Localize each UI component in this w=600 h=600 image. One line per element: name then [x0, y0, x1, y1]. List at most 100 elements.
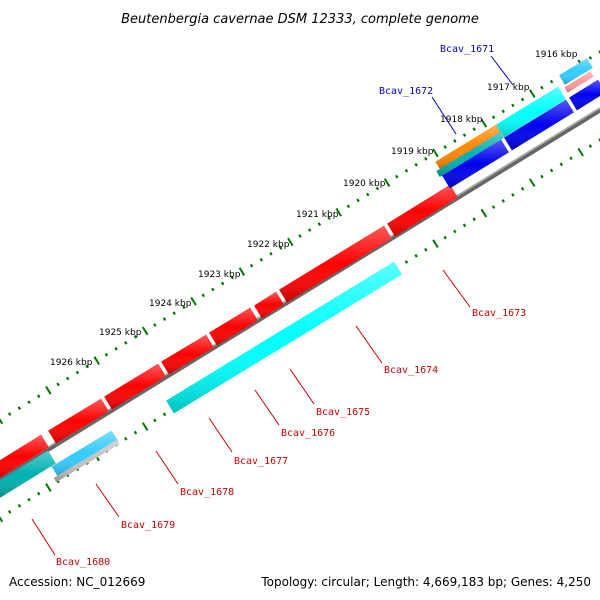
gene-feature-forward-shade — [559, 58, 593, 85]
tick-mark — [529, 89, 536, 98]
tick-mark — [383, 178, 391, 187]
gene-label-reverse[interactable]: Bcav_1677 — [234, 456, 288, 467]
tick-label: 1921 kbp — [296, 210, 339, 220]
tick-mark — [104, 352, 109, 357]
tick-mark — [480, 118, 488, 128]
gene-feature-forward-shade — [569, 79, 600, 111]
tick-mark — [491, 115, 496, 120]
tick-mark — [162, 317, 167, 321]
tick-label: 1926 kbp — [50, 358, 93, 368]
tick-mark — [153, 323, 157, 327]
tick-mark — [7, 510, 12, 514]
tick-mark — [356, 198, 360, 203]
gene-label-reverse[interactable]: Bcav_1673 — [472, 308, 526, 319]
tick-mark — [230, 275, 234, 280]
tick-mark — [141, 422, 149, 431]
tick-label: 1922 kbp — [247, 240, 290, 250]
leader-line — [355, 325, 383, 364]
tick-label: 1916 kbp — [535, 50, 578, 60]
tick-mark — [124, 340, 128, 345]
gene-feature-reverse-shade — [279, 225, 392, 303]
tick-mark — [366, 192, 370, 197]
tick-mark — [307, 228, 312, 232]
tick-mark — [432, 148, 439, 158]
map-title: Beutenbergia cavernae DSM 12333, complet… — [121, 12, 479, 27]
tick-mark — [472, 217, 476, 222]
accession-text: Accession: NC_012669 — [9, 575, 145, 589]
tick-mark — [462, 133, 467, 137]
tick-mark — [453, 139, 457, 143]
gene-feature-reverse-shade — [0, 450, 56, 498]
tick-mark — [75, 370, 80, 375]
tick-mark — [395, 174, 399, 179]
gene-feature-reverse-shade — [254, 291, 284, 319]
tick-mark — [220, 281, 225, 286]
gene-label-leaders — [31, 55, 514, 556]
tick-mark — [17, 406, 22, 410]
gene-label-reverse[interactable]: Bcav_1676 — [281, 428, 335, 439]
tick-mark — [133, 335, 138, 339]
tick-mark — [540, 85, 544, 90]
tick-mark — [480, 208, 488, 218]
gene-feature-reverse-shade — [104, 363, 166, 410]
tick-mark — [238, 267, 246, 276]
tick-mark — [335, 207, 342, 217]
genome-summary-text: Topology: circular; Length: 4,669,183 bp… — [260, 575, 591, 589]
gene-features — [0, 58, 600, 498]
tick-mark — [443, 145, 447, 149]
tick-mark — [424, 156, 428, 161]
gene-label-reverse[interactable]: Bcav_1678 — [180, 487, 234, 498]
tick-mark — [45, 483, 52, 492]
gene-feature-reverse-shade — [387, 184, 458, 237]
tick-mark — [56, 382, 60, 387]
tick-label: 1920 kbp — [343, 179, 386, 189]
tick-mark — [598, 138, 600, 142]
tick-mark — [269, 251, 273, 256]
gene-label-reverse[interactable]: Bcav_1680 — [56, 557, 110, 568]
leader-line — [442, 269, 471, 308]
tick-mark — [45, 385, 52, 395]
gene-feature-reverse-shade — [53, 439, 120, 483]
tick-mark — [443, 235, 447, 240]
tick-mark — [7, 412, 12, 416]
tick-mark — [36, 394, 41, 399]
gene-label-reverse[interactable]: Bcav_1679 — [121, 520, 175, 531]
tick-mark — [549, 168, 554, 173]
tick-mark — [453, 229, 457, 234]
tick-mark — [529, 178, 536, 188]
tick-mark — [259, 257, 264, 262]
tick-mark — [432, 239, 439, 249]
gene-feature-reverse-shade — [48, 398, 109, 444]
tick-mark — [588, 144, 593, 148]
tick-mark — [472, 127, 476, 132]
tick-mark — [511, 193, 515, 197]
gene-label-reverse[interactable]: Bcav_1675 — [316, 407, 370, 418]
tick-mark — [17, 503, 22, 508]
tick-mark — [424, 247, 428, 252]
gene-label-forward[interactable]: Bcav_1672 — [379, 86, 433, 97]
gene-label-reverse[interactable]: Bcav_1674 — [384, 365, 438, 376]
tick-mark — [0, 516, 4, 523]
gene-label-forward[interactable]: Bcav_1671 — [440, 44, 494, 55]
leader-line — [431, 96, 457, 135]
tick-mark — [549, 79, 554, 84]
tick-mark — [501, 199, 505, 203]
tick-mark — [414, 253, 418, 258]
tick-label: 1918 kbp — [440, 115, 483, 125]
tick-label: 1923 kbp — [198, 270, 241, 280]
tick-mark — [85, 364, 89, 369]
tick-mark — [190, 296, 197, 306]
tick-mark — [317, 222, 322, 226]
tick-label: 1924 kbp — [149, 299, 192, 309]
tick-label: 1917 kbp — [487, 83, 530, 93]
gene-feature-reverse-shade — [51, 430, 119, 478]
gene-feature-forward-shade — [435, 123, 503, 171]
tick-mark — [346, 204, 351, 209]
tick-mark — [141, 326, 149, 336]
tick-mark — [540, 174, 544, 179]
tick-mark — [327, 216, 331, 221]
tick-labels: 1916 kbp 1917 kbp 1918 kbp 1919 kbp 1920… — [50, 50, 578, 368]
tick-mark — [153, 418, 157, 423]
tick-mark — [588, 56, 593, 60]
tick-mark — [249, 263, 254, 268]
